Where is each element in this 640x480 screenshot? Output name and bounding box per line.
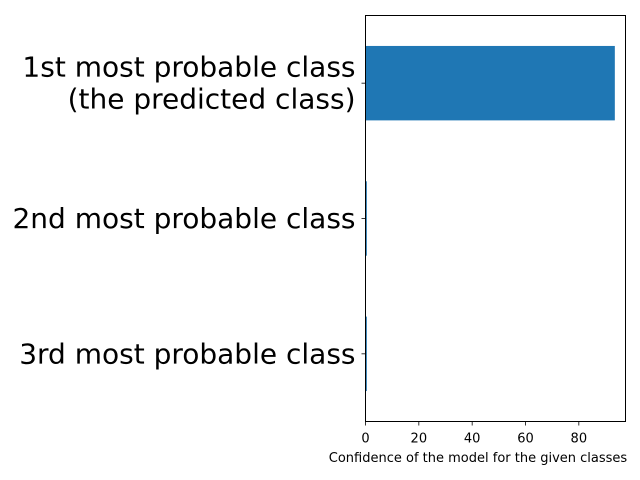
x-tick-label: 20 xyxy=(411,432,428,447)
bar-2 xyxy=(365,181,367,256)
y-tick-label: 2nd most probable class xyxy=(12,202,355,235)
y-tick-label: (the predicted class) xyxy=(68,83,356,116)
x-ticks-group: 0 20 40 60 80 xyxy=(361,421,588,447)
x-tick-label: 80 xyxy=(571,432,588,447)
y-tick-label: 1st most probable class xyxy=(22,51,355,84)
x-tick-label: 0 xyxy=(361,432,369,447)
bar-1 xyxy=(365,45,615,121)
plot-frame xyxy=(365,15,626,422)
x-tick-label: 60 xyxy=(517,432,534,447)
bars-group xyxy=(365,45,615,392)
x-tick-label: 40 xyxy=(464,432,481,447)
bar-3 xyxy=(365,316,367,392)
x-axis-label: Confidence of the model for the given cl… xyxy=(329,451,628,466)
y-tick-label: 3rd most probable class xyxy=(19,337,355,370)
y-ticks-group: 1st most probable class(the predicted cl… xyxy=(12,51,366,370)
